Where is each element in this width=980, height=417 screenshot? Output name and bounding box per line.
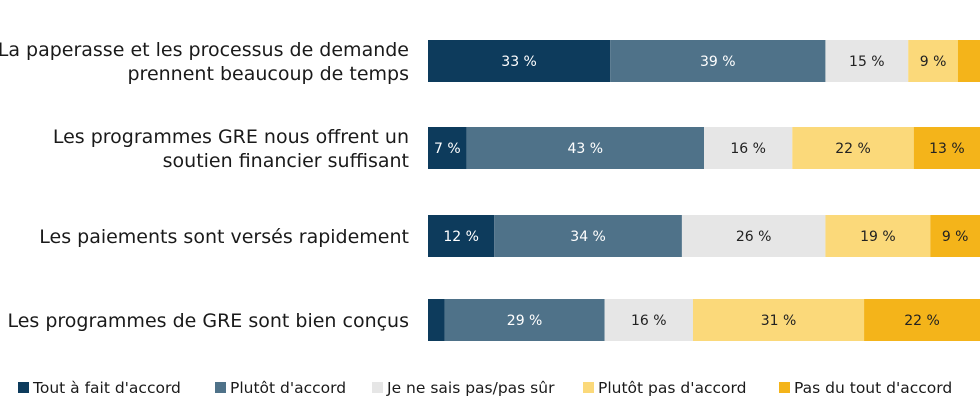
legend-swatch (779, 382, 790, 393)
data-label: 15 % (849, 54, 885, 70)
legend-swatch (372, 382, 383, 393)
data-label: 12 % (443, 229, 479, 245)
legend-swatch (583, 382, 594, 393)
legend: Tout à fait d'accord Plutôt d'accord Je ne… (18, 379, 952, 397)
data-label: 16 % (730, 141, 766, 157)
bar-segment (908, 40, 958, 82)
legend-label: Je ne sais pas/pas sûr (386, 379, 555, 397)
legend-label: Tout à fait d'accord (32, 379, 181, 397)
data-label: 43 % (568, 141, 604, 157)
data-label: 19 % (860, 229, 896, 245)
bar-segment (825, 215, 931, 257)
data-label: 22 % (835, 141, 871, 157)
legend-label: Plutôt d'accord (230, 379, 346, 397)
legend-swatch (215, 382, 226, 393)
data-label: 9 % (920, 54, 947, 70)
bar-segment (692, 299, 865, 341)
category-labels: La paperasse et les processus de demande… (0, 39, 409, 332)
data-label: 39 % (700, 54, 736, 70)
bar-segment (494, 215, 682, 257)
bar-segment (913, 127, 980, 169)
category-label: prennent beaucoup de temps (128, 63, 410, 85)
legend-label: Pas du tout d'accord (794, 379, 952, 397)
data-label: 7 % (434, 141, 461, 157)
category-label: soutien financier suffisant (163, 150, 409, 172)
category-label: Les programmes de GRE sont bien conçus (7, 310, 409, 332)
bar-segment (604, 299, 693, 341)
data-label: 29 % (507, 313, 543, 329)
bar-segment (930, 215, 980, 257)
bar-segment (610, 40, 826, 82)
bar-segment (825, 40, 909, 82)
bar-segment (428, 215, 495, 257)
data-label: 13 % (929, 141, 965, 157)
bars: 33 % 39 % 15 % 9 % 7 % 43 % 16 % 22 % 13 % 12 % 34… (428, 40, 980, 341)
bar-segment (466, 127, 704, 169)
bar-segment (428, 299, 445, 341)
data-label: 34 % (570, 229, 606, 245)
data-label: 9 % (942, 229, 969, 245)
category-label: La paperasse et les processus de demande (0, 39, 409, 61)
bar-segment (681, 215, 826, 257)
legend-swatch (18, 382, 29, 393)
data-label: 26 % (736, 229, 772, 245)
data-label: 16 % (631, 313, 667, 329)
data-label: 31 % (761, 313, 797, 329)
bar-segment (428, 40, 611, 82)
legend-label: Plutôt pas d'accord (598, 379, 746, 397)
bar-segment (957, 40, 980, 82)
bar-segment (864, 299, 980, 341)
bar-segment (428, 127, 467, 169)
data-label: 22 % (904, 313, 940, 329)
bar-segment (444, 299, 605, 341)
bar-segment (704, 127, 793, 169)
data-label: 33 % (501, 54, 537, 70)
bar-segment (792, 127, 914, 169)
category-label: Les programmes GRE nous offrent un (53, 126, 409, 148)
category-label: Les paiements sont versés rapidement (39, 226, 409, 248)
